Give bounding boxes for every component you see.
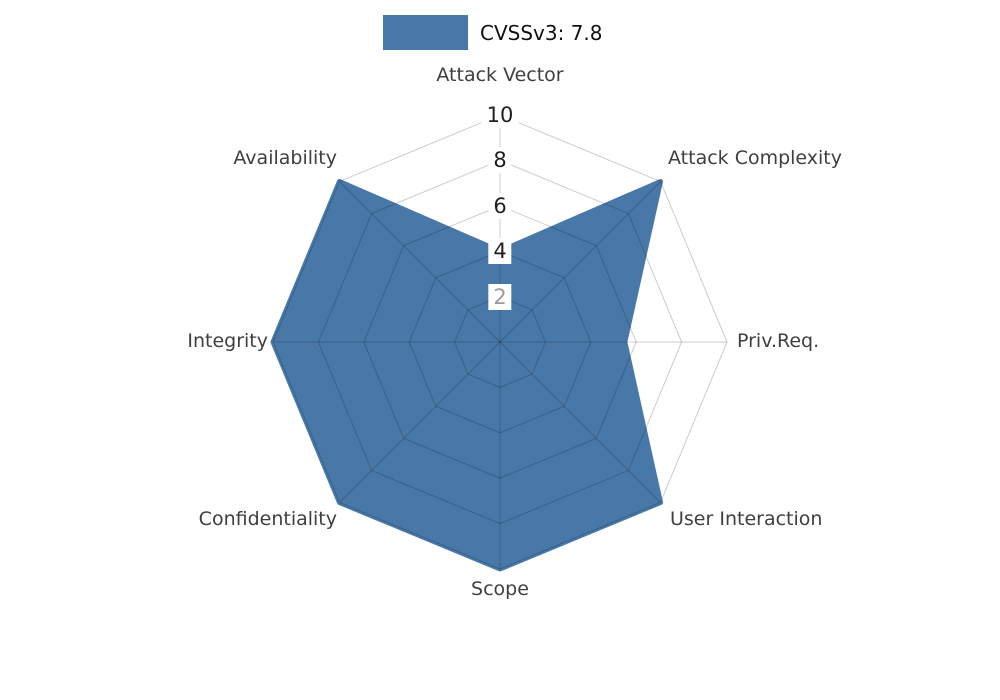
legend: CVSSv3: 7.8	[383, 15, 603, 50]
axis-label-attack-complexity: Attack Complexity	[668, 147, 843, 169]
legend-swatch	[383, 15, 468, 50]
tick-label-10: 10	[481, 102, 519, 128]
axis-label-priv-req: Priv.Req.	[737, 330, 820, 352]
legend-label: CVSSv3: 7.8	[480, 20, 603, 45]
tick-label-4: 4	[488, 238, 512, 264]
axis-label-availability: Availability	[233, 147, 337, 169]
axis-label-scope: Scope	[471, 578, 529, 600]
axis-label-integrity: Integrity	[187, 330, 268, 352]
tick-label-2: 2	[488, 284, 512, 310]
tick-label-6: 6	[488, 193, 512, 219]
tick-label-8: 8	[488, 147, 512, 173]
axis-label-confidentiality: Confidentiality	[198, 508, 337, 530]
axis-label-user-interaction: User Interaction	[670, 508, 823, 530]
axis-label-attack-vector: Attack Vector	[436, 64, 564, 86]
